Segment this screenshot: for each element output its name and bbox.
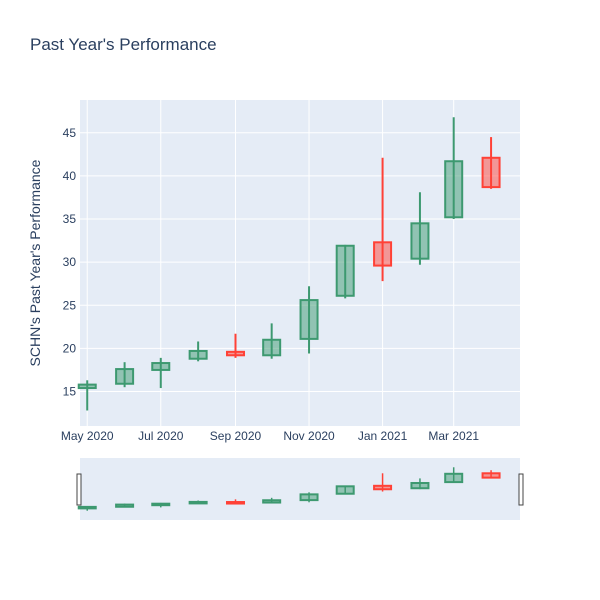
slider-candle-body — [444, 472, 464, 484]
candle-body — [115, 368, 135, 385]
x-tick-label: May 2020 — [61, 429, 114, 443]
x-tick-label: Sep 2020 — [210, 429, 262, 443]
range-slider-left-handle[interactable] — [76, 473, 82, 506]
x-tick-label: Nov 2020 — [283, 429, 335, 443]
range-slider-candles — [77, 467, 501, 511]
slider-candle — [335, 485, 355, 495]
candle — [299, 286, 319, 354]
candle-body — [444, 160, 464, 219]
y-tick-label: 30 — [63, 255, 77, 269]
y-tick-label: 25 — [63, 298, 77, 312]
candle-body — [151, 362, 171, 371]
slider-candle — [77, 505, 97, 511]
candles — [77, 117, 501, 411]
slider-candle-body — [77, 505, 97, 510]
candle-body — [410, 222, 430, 260]
candle-body — [481, 156, 501, 189]
x-tick-label: Jan 2021 — [358, 429, 408, 443]
y-tick-label: 35 — [63, 212, 77, 226]
range-slider-right-handle[interactable] — [518, 473, 524, 506]
candle — [444, 117, 464, 220]
slider-candle — [481, 470, 501, 479]
slider-candle — [188, 500, 208, 505]
candle — [188, 341, 208, 362]
slider-candle-body — [115, 503, 135, 508]
slider-candle — [262, 497, 282, 504]
candle — [335, 244, 355, 299]
y-tick-label: 20 — [63, 341, 77, 355]
candle — [373, 157, 393, 282]
slider-candle — [373, 473, 393, 492]
slider-candle — [410, 478, 430, 490]
slider-candle-body — [410, 481, 430, 490]
slider-candle-body — [151, 502, 171, 507]
slider-candle-body — [481, 472, 501, 479]
slider-candle — [151, 502, 171, 508]
candle — [151, 357, 171, 389]
candle — [115, 362, 135, 388]
axis-ticks: 15 20 25 30 35 40 45 May 2020 Jul 2020 Sep 2020 No… — [61, 126, 479, 443]
y-tick-label: 40 — [63, 169, 77, 183]
candle — [262, 323, 282, 359]
slider-candle-body — [373, 484, 393, 491]
x-tick-label: Jul 2020 — [138, 429, 184, 443]
candle-body — [77, 383, 97, 390]
candle-body — [262, 338, 282, 357]
candle — [481, 137, 501, 189]
slider-candle-body — [262, 499, 282, 504]
candle — [410, 192, 430, 265]
slider-candle — [299, 492, 319, 503]
candle-body — [299, 299, 319, 340]
candle — [77, 380, 97, 411]
slider-candle — [226, 499, 246, 505]
slider-candle — [115, 503, 135, 508]
candle-body — [188, 349, 208, 360]
slider-candle-body — [335, 485, 355, 495]
y-tick-label: 15 — [63, 385, 77, 399]
range-slider[interactable] — [80, 458, 520, 520]
candle-body — [226, 350, 246, 357]
chart-title: Past Year's Performance — [30, 35, 217, 54]
candle-body — [373, 241, 393, 267]
candle-body — [335, 244, 355, 297]
slider-candle-body — [188, 500, 208, 505]
plot-area — [80, 100, 520, 426]
y-axis-title: SCHN's Past Year's Performance — [27, 159, 43, 366]
slider-candle-body — [299, 493, 319, 502]
candle — [226, 333, 246, 358]
slider-candle — [444, 467, 464, 484]
slider-candle-body — [226, 501, 246, 505]
y-tick-label: 45 — [63, 126, 77, 140]
x-tick-label: Mar 2021 — [428, 429, 479, 443]
